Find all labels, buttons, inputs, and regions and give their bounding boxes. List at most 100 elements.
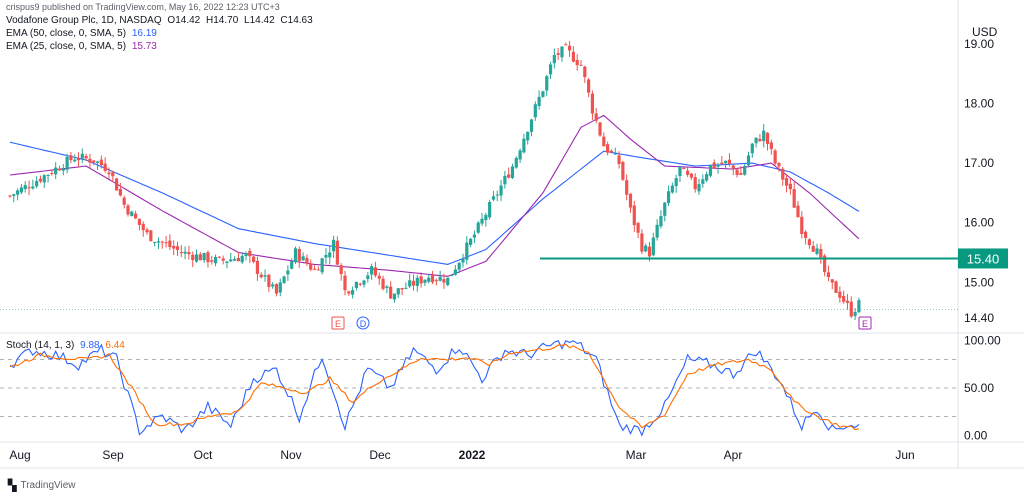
candle[interactable]: [769, 139, 773, 155]
candle[interactable]: [457, 262, 461, 274]
candle[interactable]: [765, 132, 770, 151]
candle[interactable]: [678, 166, 682, 183]
candle[interactable]: [229, 252, 233, 263]
candle[interactable]: [107, 167, 111, 180]
candle[interactable]: [644, 243, 648, 253]
candle[interactable]: [434, 278, 438, 286]
candle[interactable]: [526, 131, 530, 145]
candle[interactable]: [141, 221, 145, 237]
candle[interactable]: [712, 159, 716, 170]
candle[interactable]: [419, 272, 423, 288]
candle[interactable]: [427, 273, 431, 284]
candle[interactable]: [499, 179, 503, 201]
candle[interactable]: [705, 171, 709, 183]
candle[interactable]: [480, 213, 484, 227]
candle[interactable]: [579, 60, 583, 66]
candle[interactable]: [423, 279, 427, 287]
candle[interactable]: [411, 274, 416, 291]
candle[interactable]: [415, 275, 419, 292]
candle[interactable]: [351, 286, 355, 299]
candle[interactable]: [575, 54, 579, 71]
candle[interactable]: [510, 163, 515, 180]
candle[interactable]: [449, 275, 454, 277]
candle[interactable]: [476, 220, 480, 234]
candle[interactable]: [628, 193, 633, 213]
candle[interactable]: [461, 253, 465, 268]
candle[interactable]: [857, 297, 861, 313]
candle[interactable]: [137, 218, 142, 231]
candle[interactable]: [708, 164, 713, 178]
candle[interactable]: [674, 174, 678, 193]
candle[interactable]: [583, 65, 587, 83]
candle[interactable]: [122, 195, 126, 209]
candle[interactable]: [800, 211, 804, 239]
candle[interactable]: [788, 178, 792, 195]
event-marker[interactable]: E: [331, 316, 345, 330]
candle[interactable]: [693, 173, 697, 193]
candle[interactable]: [651, 232, 655, 257]
candle[interactable]: [548, 61, 553, 80]
candle[interactable]: [373, 261, 378, 278]
candle[interactable]: [297, 246, 301, 268]
candle[interactable]: [666, 185, 671, 207]
candle[interactable]: [175, 241, 180, 256]
candle[interactable]: [343, 270, 347, 296]
candle[interactable]: [274, 283, 279, 297]
candle[interactable]: [370, 263, 374, 280]
candle[interactable]: [731, 164, 735, 176]
candle[interactable]: [187, 245, 191, 260]
candle[interactable]: [179, 245, 183, 258]
candle[interactable]: [640, 229, 644, 255]
candle[interactable]: [750, 143, 754, 158]
candle[interactable]: [838, 286, 842, 303]
candle[interactable]: [803, 230, 808, 245]
candle[interactable]: [598, 121, 602, 137]
candle[interactable]: [54, 162, 58, 179]
candle[interactable]: [636, 221, 640, 239]
candle[interactable]: [42, 174, 46, 188]
candle[interactable]: [845, 294, 850, 310]
candle[interactable]: [316, 266, 320, 271]
candle[interactable]: [811, 240, 815, 252]
candle[interactable]: [590, 90, 595, 120]
candle[interactable]: [522, 133, 526, 154]
candle[interactable]: [339, 263, 343, 281]
candle[interactable]: [328, 246, 332, 265]
candle[interactable]: [145, 227, 149, 235]
candle[interactable]: [12, 193, 16, 203]
candle[interactable]: [606, 141, 610, 156]
candle[interactable]: [853, 308, 857, 321]
candle[interactable]: [541, 90, 545, 98]
candle[interactable]: [609, 149, 614, 154]
tradingview-watermark[interactable]: ▚ TradingView: [8, 479, 76, 492]
candle[interactable]: [23, 181, 27, 193]
candle[interactable]: [92, 160, 96, 166]
candle[interactable]: [587, 78, 591, 98]
candle[interactable]: [819, 243, 823, 264]
candle[interactable]: [503, 170, 507, 189]
candle[interactable]: [663, 201, 667, 222]
candle[interactable]: [312, 265, 317, 271]
candle[interactable]: [99, 155, 103, 169]
candle[interactable]: [225, 261, 229, 269]
candle[interactable]: [716, 162, 720, 174]
candle[interactable]: [191, 251, 195, 268]
candle[interactable]: [632, 200, 636, 233]
candle[interactable]: [724, 160, 728, 170]
candle[interactable]: [65, 153, 69, 174]
candle[interactable]: [240, 253, 244, 264]
candle[interactable]: [743, 164, 747, 176]
candle[interactable]: [659, 210, 663, 229]
candle[interactable]: [134, 210, 138, 220]
candle[interactable]: [35, 176, 39, 189]
candle[interactable]: [701, 174, 705, 188]
candle[interactable]: [495, 190, 499, 202]
candle[interactable]: [529, 118, 534, 137]
candle[interactable]: [537, 90, 541, 110]
candle[interactable]: [46, 174, 50, 183]
candle[interactable]: [57, 165, 62, 171]
candle[interactable]: [69, 152, 73, 164]
candle[interactable]: [594, 107, 598, 124]
candle[interactable]: [685, 167, 690, 177]
